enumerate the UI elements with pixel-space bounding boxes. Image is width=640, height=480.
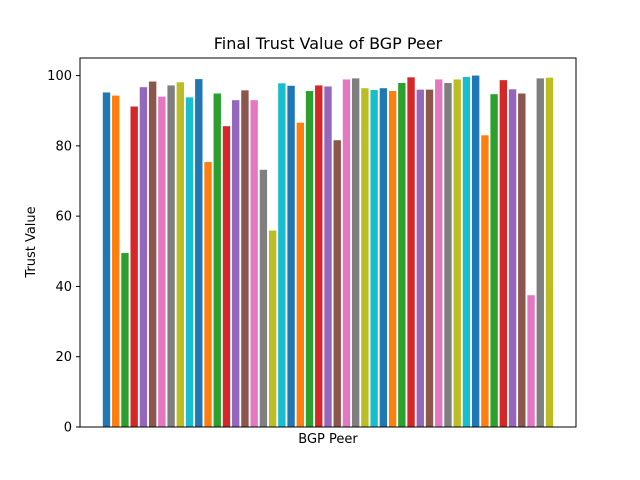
bar-39	[453, 79, 461, 427]
bar-31	[379, 88, 388, 427]
bar-47	[527, 295, 535, 427]
bar-16	[241, 90, 249, 427]
bar-25	[324, 86, 332, 427]
bar-10	[185, 97, 194, 428]
bar-6	[148, 81, 157, 428]
bar-42	[481, 135, 489, 427]
bar-43	[490, 94, 498, 427]
bar-2	[112, 95, 120, 427]
bar-30	[370, 89, 378, 427]
plot-frame	[79, 57, 577, 428]
bar-24	[315, 85, 323, 427]
bar-33	[398, 82, 406, 427]
bar-27	[342, 79, 351, 427]
y-axis-label: Trust Value	[24, 206, 39, 278]
bar-14	[222, 126, 231, 428]
y-tick-label-80: 80	[55, 139, 72, 154]
bar-19	[268, 230, 277, 427]
bar-17	[250, 100, 258, 428]
bar-23	[305, 91, 314, 427]
bar-4	[130, 106, 138, 427]
y-tick-label-0: 0	[64, 421, 72, 436]
bar-3	[121, 253, 129, 427]
bar-21	[287, 85, 295, 427]
bars-group	[102, 75, 554, 428]
bar-35	[416, 89, 424, 427]
bar-15	[232, 100, 240, 428]
chart-title: Final Trust Value of BGP Peer	[214, 34, 443, 53]
bar-5	[139, 87, 148, 428]
bar-28	[352, 78, 360, 427]
bar-38	[444, 82, 452, 427]
bar-22	[296, 122, 304, 427]
bar-44	[499, 80, 508, 427]
bar-7	[158, 96, 166, 427]
bar-37	[435, 79, 443, 427]
y-tick-label-20: 20	[55, 350, 72, 365]
bar-34	[407, 77, 415, 427]
bar-1	[102, 92, 111, 427]
bar-36	[425, 89, 434, 427]
bar-11	[195, 79, 203, 427]
bar-12	[204, 162, 212, 427]
bar-46	[518, 93, 526, 428]
bar-48	[536, 78, 544, 427]
bar-45	[508, 89, 517, 427]
bar-13	[213, 93, 221, 428]
bar-26	[333, 140, 341, 428]
y-tick-label-100: 100	[47, 69, 72, 84]
bar-8	[167, 85, 175, 427]
bar-9	[176, 82, 185, 427]
x-axis-label: BGP Peer	[298, 432, 358, 447]
y-axis: 0 20 40 60 80 100	[47, 69, 80, 436]
bar-41	[471, 75, 480, 427]
bar-32	[388, 91, 397, 427]
bar-40	[462, 76, 471, 427]
bar-18	[259, 169, 268, 427]
y-tick-label-60: 60	[55, 210, 72, 225]
bar-20	[278, 83, 286, 428]
y-tick-label-40: 40	[55, 280, 72, 295]
bar-29	[361, 88, 369, 427]
bar-49	[545, 77, 554, 428]
